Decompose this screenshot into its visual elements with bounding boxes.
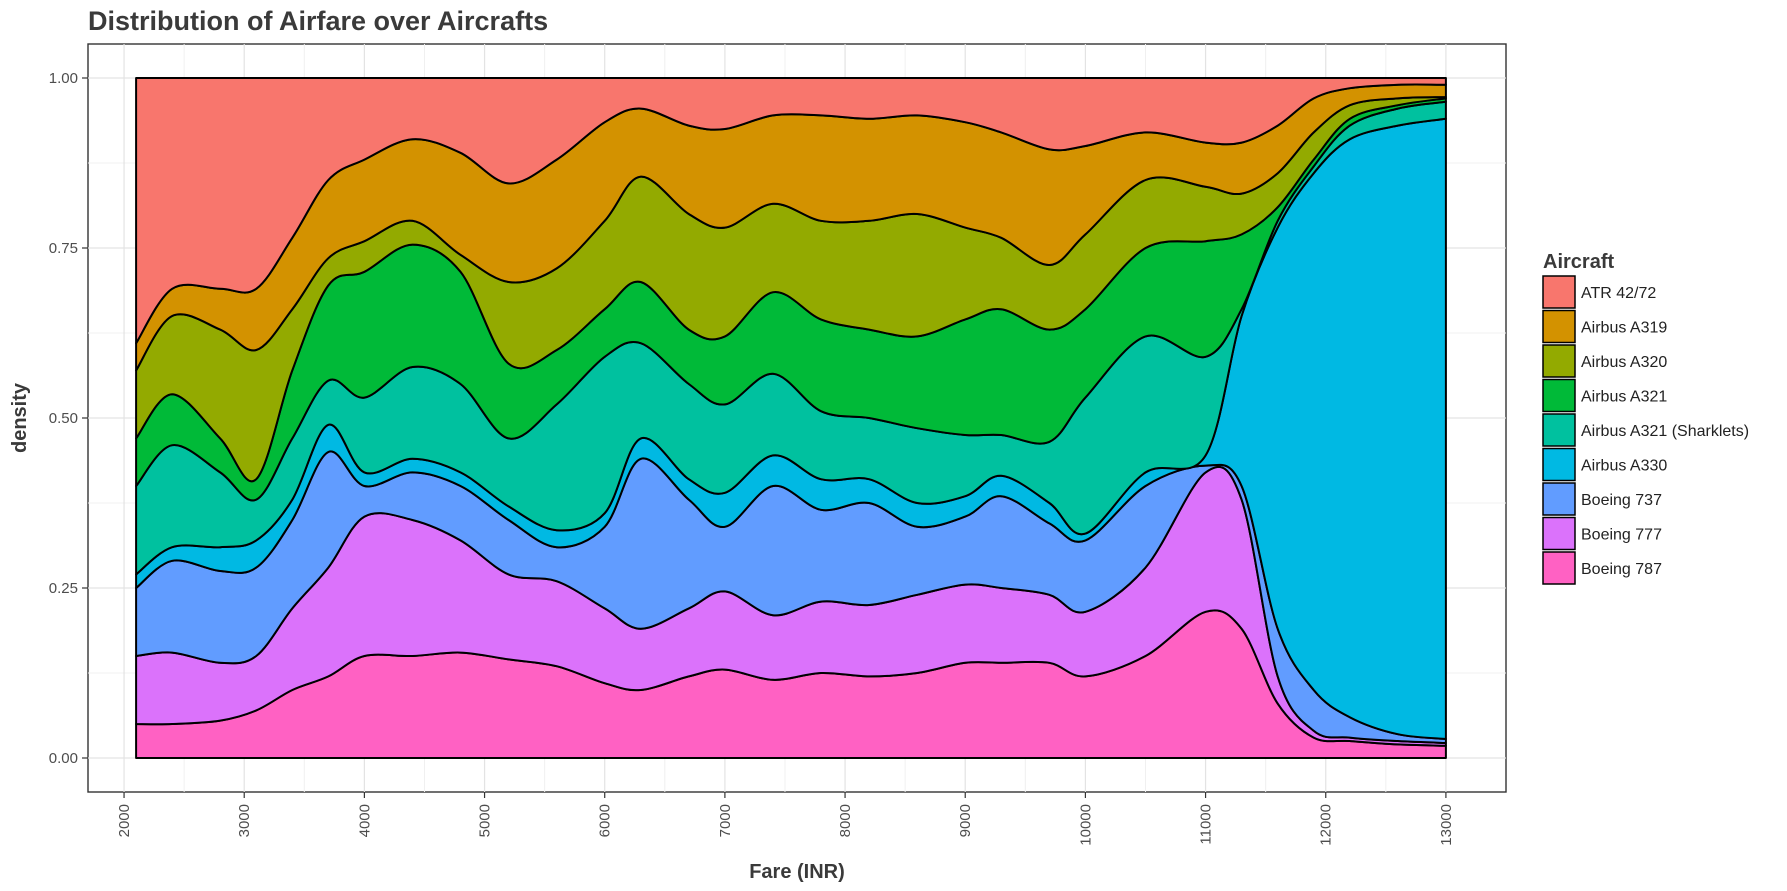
legend-label-airbus-a321-sharklets: Airbus A321 (Sharklets) <box>1581 423 1749 440</box>
legend-swatch-airbus-a320 <box>1542 344 1576 378</box>
legend-swatch-airbus-a330 <box>1542 447 1576 482</box>
y-axis: 0.00 0.25 0.50 0.75 1.00 <box>49 70 88 767</box>
legend-label-airbus-a320: Airbus A320 <box>1581 354 1667 371</box>
chart-title: Distribution of Airfare over Aircrafts <box>88 6 548 36</box>
legend-label-boeing-787: Boeing 787 <box>1581 561 1662 578</box>
x-axis-title: Fare (INR) <box>749 861 845 883</box>
legend-swatch-airbus-a321 <box>1542 378 1576 413</box>
area-atr-42-72 <box>135 76 1447 345</box>
y-tick-label: 0.00 <box>49 750 78 767</box>
x-tick-label: 3000 <box>236 804 253 837</box>
legend: Aircraft ATR 42/72 Airbus A319 Airbus A320… <box>1542 251 1749 585</box>
legend-label-airbus-a321: Airbus A321 <box>1581 389 1667 406</box>
legend-label-airbus-a330: Airbus A330 <box>1581 458 1667 475</box>
x-tick-label: 5000 <box>477 804 494 837</box>
x-tick-label: 12000 <box>1318 804 1335 846</box>
y-tick-label: 0.75 <box>49 240 78 257</box>
y-tick-label: 0.50 <box>49 410 78 427</box>
x-tick-label: 11000 <box>1198 804 1215 845</box>
x-tick-label: 4000 <box>356 804 373 837</box>
legend-swatch-airbus-a319 <box>1542 309 1576 344</box>
y-tick-label: 1.00 <box>49 70 78 87</box>
legend-label-boeing-737: Boeing 737 <box>1581 492 1662 509</box>
y-tick-label: 0.25 <box>49 580 78 597</box>
x-tick-label: 13000 <box>1438 804 1455 846</box>
legend-swatch-airbus-a321-sharklets <box>1542 413 1576 447</box>
x-axis: 2000 3000 4000 5000 6000 7000 8000 9000 10000 110… <box>116 792 1455 846</box>
x-tick-label: 6000 <box>597 804 614 837</box>
legend-swatch-boeing-777 <box>1542 516 1576 551</box>
y-axis-title: density <box>9 382 31 453</box>
legend-swatch-boeing-737 <box>1542 482 1576 516</box>
legend-swatch-boeing-787 <box>1542 551 1576 585</box>
x-tick-label: 8000 <box>837 804 854 837</box>
legend-swatch-atr-42-72 <box>1542 275 1576 309</box>
x-tick-label: 7000 <box>717 804 734 837</box>
legend-label-atr-42-72: ATR 42/72 <box>1581 285 1656 302</box>
legend-label-airbus-a319: Airbus A319 <box>1581 320 1667 337</box>
x-tick-label: 9000 <box>957 804 974 837</box>
stacked-areas <box>135 76 1447 760</box>
x-tick-label: 10000 <box>1077 804 1094 846</box>
legend-label-boeing-777: Boeing 777 <box>1581 527 1662 544</box>
x-tick-label: 2000 <box>116 804 133 837</box>
legend-title: Aircraft <box>1543 251 1614 273</box>
